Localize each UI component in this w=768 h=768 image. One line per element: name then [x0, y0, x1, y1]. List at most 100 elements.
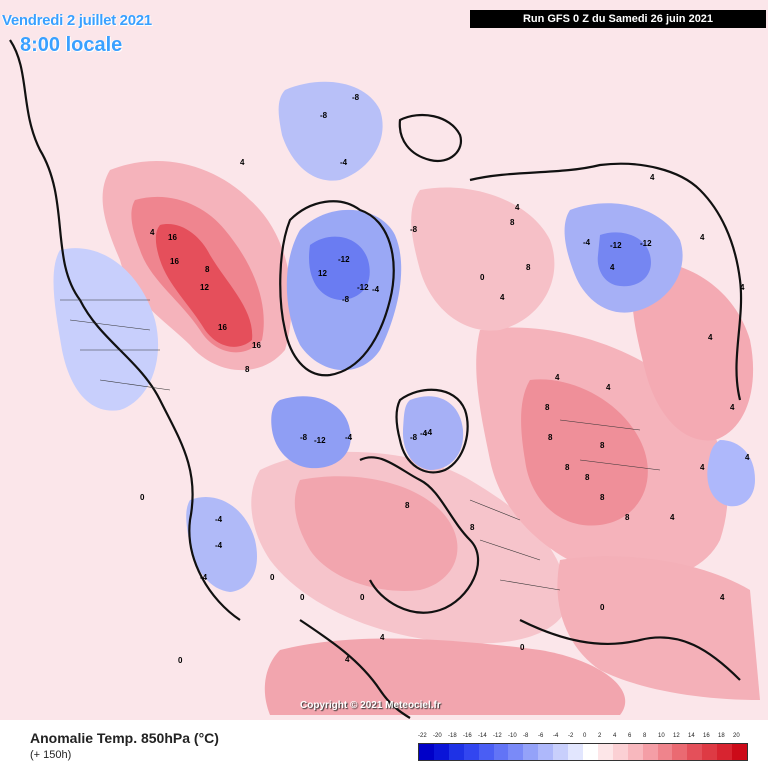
country-borders [60, 299, 661, 591]
legend-tick-label: 10 [658, 733, 665, 739]
contour-label: 8 [548, 433, 553, 442]
legend-tick-label: -2 [568, 733, 574, 739]
cold-region-siberia-core [597, 232, 651, 287]
contour-label: -8 [342, 295, 350, 304]
warm-region-east [632, 260, 754, 441]
contour-label: 16 [170, 257, 179, 266]
legend-color-swatch [702, 744, 718, 760]
contour-label: 4 [606, 383, 611, 392]
legend-tick-label: -18 [448, 733, 457, 739]
contour-label: 12 [318, 269, 327, 278]
contour-label: 8 [205, 265, 210, 274]
legend-tick-label: -22 [418, 733, 427, 739]
coastline-africa [299, 619, 411, 719]
contour-label: -12 [357, 283, 369, 292]
warm-region-south [264, 638, 626, 715]
legend-tick-label: 4 [613, 733, 617, 739]
contour-label: -8 [300, 433, 308, 442]
contour-label: 4 [555, 373, 560, 382]
legend-tick-label: -8 [523, 733, 529, 739]
contour-label: 8 [245, 365, 250, 374]
warm-anomaly-regions [102, 161, 760, 715]
contour-label: 8 [405, 501, 410, 510]
contour-label: 0 [140, 493, 145, 502]
contour-label: -8 [352, 93, 360, 102]
contour-label: 16 [218, 323, 227, 332]
contour-label: 4 [700, 463, 705, 472]
contour-label: 4 [345, 655, 350, 664]
forecast-date: Vendredi 2 juillet 2021 [2, 12, 152, 29]
legend-tick-label: 0 [583, 733, 587, 739]
contour-label: 8 [625, 513, 630, 522]
contour-label: 4 [670, 513, 675, 522]
contour-label: 0 [270, 573, 275, 582]
forecast-time: 8:00 locale [20, 34, 123, 56]
cold-region-west [53, 248, 159, 411]
cold-region-north-pacific [278, 81, 383, 181]
coastline-europe [359, 456, 480, 614]
run-info: Run GFS 0 Z du Samedi 26 juin 2021 [470, 10, 766, 28]
legend-color-swatch [657, 744, 673, 760]
legend-tick-label: 6 [628, 733, 632, 739]
cold-anomaly-regions [53, 81, 755, 592]
copyright-notice: Copyright © 2021 Meteociel.fr [300, 700, 441, 711]
legend-color-bar [418, 743, 748, 761]
contour-label: 4 [500, 293, 505, 302]
contour-label: 8 [565, 463, 570, 472]
warm-region-siberia-core [521, 379, 648, 526]
legend-color-swatch [523, 744, 539, 760]
contour-label: -4 [372, 285, 380, 294]
legend-color-swatch [612, 744, 628, 760]
contour-label: 4 [150, 228, 155, 237]
contour-label: 8 [526, 263, 531, 272]
cold-region-north-atlantic [271, 396, 351, 469]
contour-label: 16 [252, 341, 261, 350]
warm-region-southeast [557, 556, 760, 700]
contour-labels: 1616128441616812-8-8-4-12-12-8-4-8-12-8-… [140, 93, 750, 665]
contour-label: -4 [583, 238, 591, 247]
contour-label: 4 [650, 173, 655, 182]
contour-label: 4 [240, 158, 245, 167]
legend-tick-label: 8 [643, 733, 647, 739]
cold-region-south-america [186, 496, 258, 592]
legend-color-swatch [463, 744, 479, 760]
contour-label: -12 [610, 241, 622, 250]
contour-label: 0 [600, 603, 605, 612]
contour-label: -4 [420, 429, 428, 438]
coastline-asia [469, 162, 743, 401]
warm-region-core-2 [155, 224, 253, 347]
coastline-greenland [279, 200, 395, 377]
contour-label: 4 [720, 593, 725, 602]
coastline-arctic-islands [398, 113, 463, 163]
legend-tick-label: 14 [688, 733, 695, 739]
map-title: Anomalie Temp. 850hPa (°C) [30, 730, 219, 746]
legend-tick-label: -12 [493, 733, 502, 739]
legend-color-swatch [493, 744, 509, 760]
legend-color-swatch [687, 744, 703, 760]
coastline-hudson [395, 388, 469, 474]
contour-label: 8 [585, 473, 590, 482]
anomaly-map: 16 16 12 8 4 4 16 16 8 12 -8 -8 -4 -12 -12 -8 -4 -8 -12 -8-… [0, 0, 768, 720]
legend-tick-label: 16 [703, 733, 710, 739]
contour-label: 0 [178, 656, 183, 665]
legend-tick-label: -10 [508, 733, 517, 739]
contour-label: 8 [545, 403, 550, 412]
legend-color-swatch [627, 744, 643, 760]
contour-label: -8 [410, 433, 418, 442]
legend-color-swatch [582, 744, 598, 760]
legend-color-swatch [717, 744, 733, 760]
contour-label: 0 [360, 593, 365, 602]
contour-label: -4 [215, 541, 223, 550]
contour-label: -4 [200, 573, 208, 582]
contour-label: 4 [515, 203, 520, 212]
legend-color-swatch [642, 744, 658, 760]
warm-region-arctic [411, 187, 555, 331]
legend-tick-label: -16 [463, 733, 472, 739]
warm-region-europe-core [294, 476, 458, 591]
legend-tick-label: 12 [673, 733, 680, 739]
contour-label: -12 [314, 436, 326, 445]
coastlines [9, 39, 743, 719]
legend-color-swatch [419, 744, 434, 760]
contour-label: 4 [700, 233, 705, 242]
contour-label: 4 [740, 283, 745, 292]
